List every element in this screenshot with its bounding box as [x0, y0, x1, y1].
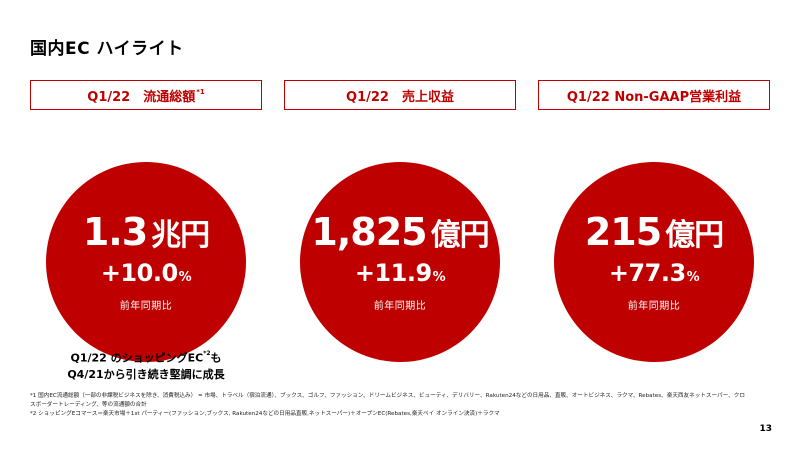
footnote-2: *2 ショッピングEコマース＝楽天市場＋1st パーティー(ファッション,ブック… — [30, 411, 500, 417]
footnotes: *1 国内EC流通総額（一部の非課税ビジネスを除き、消費税込み） = 市場、トラ… — [30, 392, 750, 419]
highlight-note: Q1/22 のショッピングEC*2も Q4/21から引き続き堅調に成長 — [30, 348, 262, 383]
highlight-note-line2: Q4/21から引き続き堅調に成長 — [67, 367, 225, 381]
kpi-label: Q1/22 Non-GAAP営業利益 — [538, 80, 770, 110]
highlight-note-line1-text: Q1/22 のショッピングEC — [70, 351, 204, 365]
page-title: 国内EC ハイライト — [30, 39, 184, 59]
kpi-label-text: Q1/22 売上収益 — [346, 89, 454, 105]
highlight-note-line1-suffix: も — [210, 351, 222, 365]
kpi-value: 1.3 兆円 — [82, 209, 210, 254]
kpi-label: Q1/22 流通総額 *1 — [30, 80, 262, 110]
kpi-operating-income: Q1/22 Non-GAAP営業利益 215 億円 +77.3% 前年同期比 — [538, 80, 770, 362]
kpi-growth: +77.3% — [608, 258, 700, 287]
kpi-circle: 1,825 億円 +11.9% 前年同期比 — [300, 162, 500, 362]
kpi-value: 215 億円 — [584, 209, 724, 254]
kpi-growth-label: 前年同期比 — [373, 300, 427, 312]
kpi-value-unit: 兆円 — [151, 217, 210, 253]
kpi-label-text: Q1/22 Non-GAAP営業利益 — [566, 89, 742, 105]
kpi-label: Q1/22 売上収益 — [284, 80, 516, 110]
kpi-growth-label: 前年同期比 — [627, 300, 681, 312]
kpi-growth-label: 前年同期比 — [119, 300, 173, 312]
kpi-growth-unit: % — [432, 269, 446, 285]
kpi-growth: +10.0% — [100, 258, 192, 287]
kpi-value-unit: 億円 — [665, 217, 724, 253]
kpi-revenue: Q1/22 売上収益 1,825 億円 +11.9% 前年同期比 — [284, 80, 516, 362]
kpi-growth-number: +11.9 — [354, 258, 432, 287]
kpi-growth-number: +77.3 — [608, 258, 686, 287]
kpi-growth-unit: % — [178, 269, 192, 285]
kpi-value-number: 215 — [584, 209, 662, 254]
highlight-note-footnote-mark: *2 — [203, 350, 211, 357]
kpi-label-footnote-mark: *1 — [196, 88, 205, 96]
kpi-value-number: 1.3 — [82, 209, 148, 254]
highlight-note-line1: Q1/22 のショッピングEC*2も — [30, 348, 262, 367]
kpi-circle: 215 億円 +77.3% 前年同期比 — [554, 162, 754, 362]
kpi-value-number: 1,825 — [311, 209, 427, 254]
kpi-growth-unit: % — [686, 269, 700, 285]
footnote-1: *1 国内EC流通総額（一部の非課税ビジネスを除き、消費税込み） = 市場、トラ… — [30, 393, 745, 408]
kpi-gross-merchandise-sales: Q1/22 流通総額 *1 1.3 兆円 +10.0% 前年同期比 — [30, 80, 262, 362]
kpi-growth-number: +10.0 — [100, 258, 178, 287]
kpi-circle: 1.3 兆円 +10.0% 前年同期比 — [46, 162, 246, 362]
kpi-value-unit: 億円 — [430, 217, 490, 253]
kpi-value: 1,825 億円 — [311, 209, 490, 254]
page-number: 13 — [759, 424, 772, 434]
kpi-growth: +11.9% — [354, 258, 446, 287]
kpi-label-text: Q1/22 流通総額 — [87, 89, 196, 105]
